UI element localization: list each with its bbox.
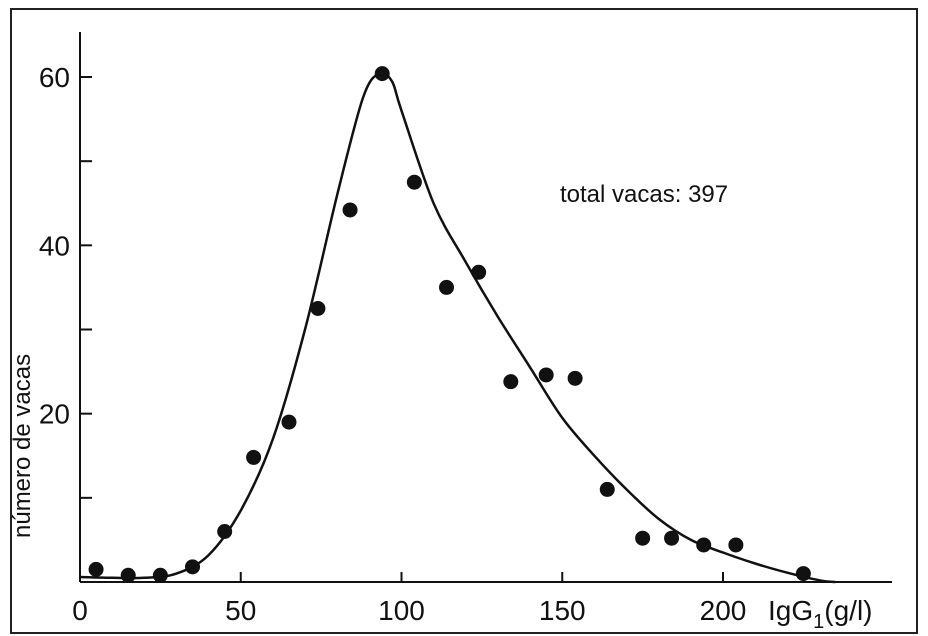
y-tick-label: 20 <box>39 399 70 430</box>
x-axis-title: IgG1(g/l) <box>768 595 873 633</box>
data-point <box>246 449 262 465</box>
x-tick-label: 200 <box>700 595 747 626</box>
data-point <box>439 279 455 295</box>
y-tick-label: 60 <box>39 62 70 93</box>
x-axis-title-main: IgG <box>768 595 813 626</box>
data-point <box>599 481 615 497</box>
data-point <box>503 374 519 390</box>
data-point <box>538 367 554 383</box>
x-tick-label: 0 <box>72 595 88 626</box>
axes <box>79 32 892 583</box>
x-tick-label: 50 <box>225 595 256 626</box>
x-axis-title-unit: (g/l) <box>824 595 872 626</box>
fit-curve-layer <box>79 71 836 584</box>
x-axis-title-subscript: 1 <box>813 611 824 633</box>
data-point <box>342 202 358 218</box>
y-axis-title: número de vacas <box>9 354 36 538</box>
data-point <box>635 530 651 546</box>
data-point <box>217 524 233 539</box>
data-point <box>406 174 422 190</box>
data-point <box>120 567 136 583</box>
data-point <box>664 530 680 546</box>
data-point <box>310 300 326 316</box>
data-point <box>88 561 104 577</box>
x-tick-label: 100 <box>378 595 425 626</box>
data-point <box>374 66 390 82</box>
x-tick-label: 150 <box>539 595 586 626</box>
data-point <box>152 567 168 583</box>
data-point <box>471 264 487 280</box>
tick-labels: 0 50 100 150 200 20 40 60 <box>39 62 747 626</box>
chart-frame <box>10 8 918 634</box>
data-point <box>696 537 712 553</box>
total-annotation: total vacas: 397 <box>560 181 728 208</box>
data-point <box>185 559 201 575</box>
data-point <box>795 566 811 582</box>
tick-marks <box>80 76 724 582</box>
data-point <box>567 370 583 386</box>
data-point <box>728 537 744 553</box>
data-point <box>281 414 297 430</box>
data-points-layer <box>88 66 811 583</box>
y-tick-label: 40 <box>39 230 70 261</box>
fit-curve <box>79 71 836 584</box>
